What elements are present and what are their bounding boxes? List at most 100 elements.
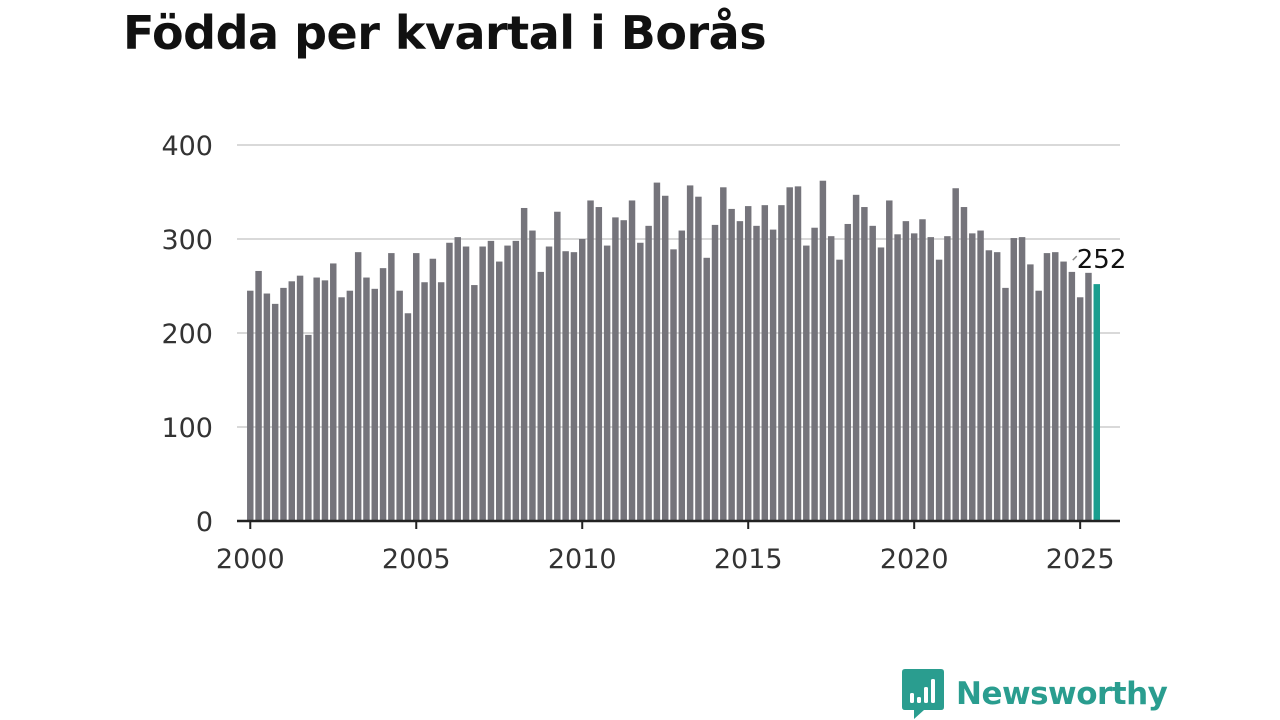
bar <box>1043 253 1051 521</box>
bar <box>562 251 569 521</box>
bar <box>844 223 852 521</box>
bar <box>330 263 337 521</box>
bar <box>338 297 345 521</box>
bar <box>247 290 254 521</box>
bar <box>363 277 370 521</box>
x-tick-label: 2025 <box>1046 544 1115 575</box>
bar <box>255 270 262 521</box>
bar <box>471 285 478 521</box>
chart-title: Födda per kvartal i Borås <box>123 6 767 60</box>
bar <box>504 245 511 521</box>
bar <box>1052 252 1059 521</box>
bar <box>1060 261 1067 521</box>
bar <box>919 219 926 521</box>
bar <box>454 237 461 521</box>
bar <box>587 200 594 521</box>
bar <box>736 221 744 521</box>
bar <box>769 229 777 521</box>
bar <box>354 252 362 521</box>
bar <box>388 253 395 521</box>
bar <box>446 242 453 521</box>
y-tick-label: 200 <box>161 319 213 350</box>
bar <box>852 194 860 521</box>
bar <box>977 230 984 522</box>
bar <box>429 258 437 521</box>
bar <box>554 211 561 522</box>
bar <box>462 246 470 521</box>
x-tick-label: 2020 <box>880 544 949 575</box>
bar <box>288 281 296 521</box>
labels: 0 100 200 300 400 2000 2005 2010 2015 2020 2025 252 <box>161 131 1126 575</box>
bar <box>836 259 843 521</box>
highlight-value-label: 252 <box>1077 245 1127 275</box>
bar <box>620 220 627 521</box>
bar <box>612 217 619 521</box>
bar <box>703 257 710 521</box>
bar <box>670 249 677 521</box>
bar <box>695 196 702 521</box>
bar-chart: 0 100 200 300 400 2000 2005 2010 2015 2020 2025 252 <box>161 131 1126 575</box>
bar <box>778 205 785 521</box>
bar <box>628 200 636 521</box>
axes <box>237 519 1120 529</box>
bar <box>944 236 951 521</box>
bar <box>271 303 279 521</box>
bar <box>711 224 719 521</box>
x-tick-label: 2010 <box>548 544 617 575</box>
bar-highlighted <box>1093 284 1100 521</box>
bar <box>935 259 943 521</box>
bar <box>653 182 661 521</box>
newsworthy-logo-icon <box>902 669 944 719</box>
bar <box>969 233 976 522</box>
bar <box>744 206 752 521</box>
bar <box>861 207 868 522</box>
bar <box>371 288 378 521</box>
bar <box>993 252 1001 521</box>
bar <box>910 233 918 522</box>
bar <box>952 188 959 522</box>
bar <box>761 205 769 521</box>
bar <box>305 334 312 521</box>
bar <box>346 290 354 521</box>
bar <box>753 225 760 521</box>
y-tick-label: 100 <box>161 413 213 444</box>
bar <box>603 245 611 521</box>
bar <box>321 280 329 521</box>
bar <box>595 207 603 522</box>
bar <box>379 268 387 521</box>
bar <box>512 240 520 521</box>
x-tick-label: 2005 <box>382 544 451 575</box>
bar <box>819 180 827 521</box>
bar <box>404 313 412 521</box>
bar <box>313 277 320 521</box>
bar <box>678 230 686 522</box>
brand-logo: Newsworthy <box>902 669 1168 719</box>
bar <box>1035 290 1042 521</box>
bar <box>927 237 935 521</box>
bar <box>794 186 802 522</box>
bar <box>661 195 669 521</box>
bar <box>645 225 652 521</box>
bar <box>827 236 835 521</box>
bar <box>902 221 910 521</box>
bar <box>529 230 536 522</box>
bar <box>570 252 578 521</box>
bar <box>1027 264 1034 521</box>
bar <box>786 187 793 522</box>
bars <box>247 180 1100 522</box>
bar <box>396 290 403 521</box>
bar <box>520 207 528 522</box>
data-label-leader <box>1072 255 1078 261</box>
bar <box>1085 272 1092 521</box>
bar <box>479 246 486 521</box>
bar <box>894 234 901 522</box>
bar <box>877 247 885 521</box>
bar <box>985 250 993 521</box>
bar <box>720 187 727 522</box>
bar <box>686 185 694 522</box>
bar <box>537 271 544 521</box>
y-tick-label: 0 <box>196 507 213 538</box>
bar <box>437 282 445 521</box>
bar <box>1002 287 1009 521</box>
brand-name: Newsworthy <box>956 676 1168 712</box>
